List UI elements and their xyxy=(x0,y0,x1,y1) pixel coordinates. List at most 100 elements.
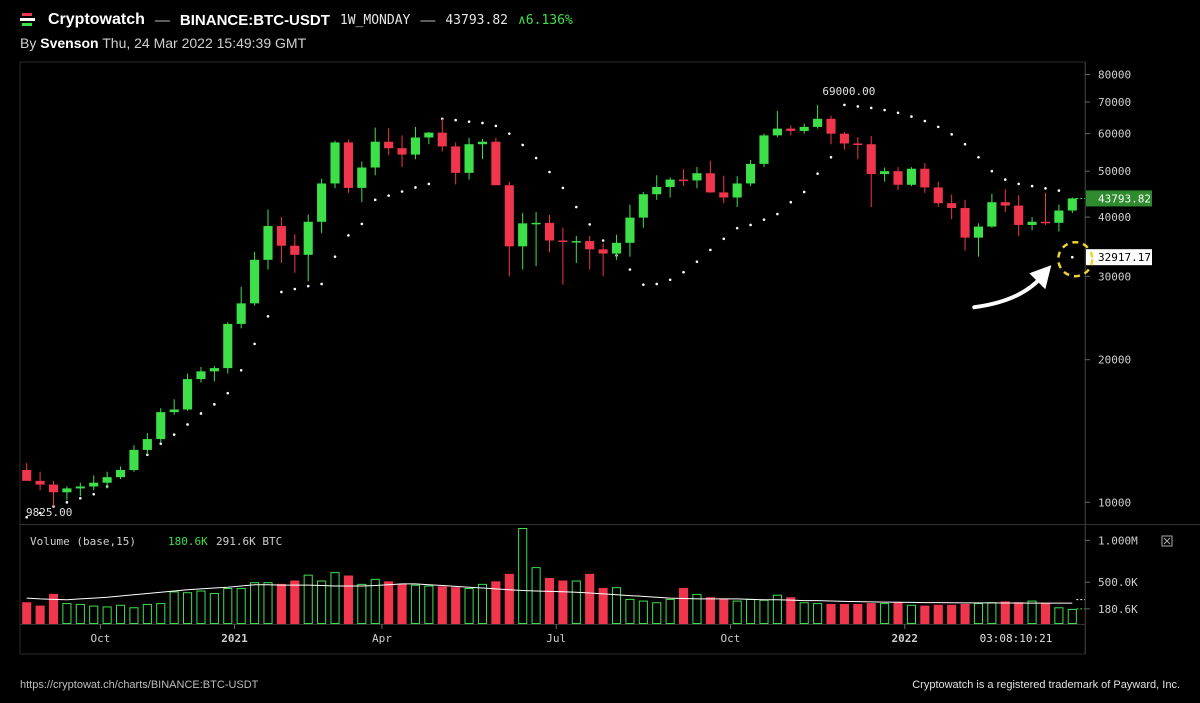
sar-dot xyxy=(280,290,283,294)
byline-prefix: By xyxy=(20,35,41,51)
volume-bar-up xyxy=(209,593,219,625)
volume-bar-up xyxy=(799,602,809,624)
sar-dot xyxy=(776,212,779,216)
volume-bar-up xyxy=(638,600,648,625)
sar-dot xyxy=(668,278,672,282)
sar-dot xyxy=(454,118,457,122)
candle-body-down xyxy=(22,470,32,481)
y-tick-label: 20000 xyxy=(1098,354,1131,367)
candle-body-up xyxy=(330,142,340,184)
candle-body-down xyxy=(853,143,863,145)
cryptowatch-logo-icon xyxy=(20,13,35,26)
sar-dot xyxy=(575,205,578,209)
candle-body-up xyxy=(1027,221,1037,225)
candle-body-up xyxy=(62,488,72,493)
sar-dot xyxy=(172,433,176,436)
candle-body-down xyxy=(893,171,903,185)
candle-body-down xyxy=(826,118,836,134)
volume-bar-up xyxy=(156,603,166,624)
sar-dot xyxy=(843,103,846,107)
candle-body-up xyxy=(638,194,648,218)
sar-dot xyxy=(333,255,337,258)
sar-dot xyxy=(1017,182,1020,186)
sar-dot xyxy=(159,442,163,445)
sar-dot xyxy=(628,268,632,271)
candle-body-up xyxy=(357,167,367,188)
volume-bar-up xyxy=(424,585,434,625)
volume-bar-up xyxy=(772,594,782,625)
sar-dot xyxy=(829,155,833,159)
sar-dot xyxy=(266,314,270,318)
volume-bar-up xyxy=(410,584,421,625)
sar-dot xyxy=(856,105,860,108)
last-price: 43793.82 xyxy=(445,12,508,28)
candle-body-up xyxy=(196,371,206,380)
volume-bar-down xyxy=(1014,602,1024,624)
sar-dot xyxy=(25,515,29,519)
candle-body-up xyxy=(236,303,246,324)
volume-bar-up xyxy=(652,602,662,624)
sar-dot xyxy=(507,132,511,135)
sar-dot xyxy=(588,223,592,226)
candle-body-up xyxy=(370,141,380,168)
candle-body-up xyxy=(973,226,984,238)
sar-dot xyxy=(789,200,793,204)
candle-body-up xyxy=(799,126,809,131)
volume-bar-down xyxy=(384,581,394,624)
sar-dot xyxy=(427,182,431,186)
sar-dot xyxy=(977,155,980,159)
sar-dot xyxy=(306,284,310,288)
sar-dot xyxy=(883,108,886,112)
arrow-head xyxy=(1029,265,1052,290)
sar-dot xyxy=(682,270,685,274)
candle-body-up xyxy=(813,118,823,127)
sar-dot xyxy=(414,186,417,189)
candle-body-down xyxy=(866,144,876,175)
volume-bar-down xyxy=(933,604,943,624)
interval-label: 1W_MONDAY xyxy=(339,12,411,28)
header-separator: — xyxy=(154,11,170,29)
volume-bar-up xyxy=(531,567,541,624)
chart-url[interactable]: https://cryptowat.ch/charts/BINANCE:BTC-… xyxy=(20,679,259,691)
x-tick-label: Apr xyxy=(372,632,392,645)
volume-bar-down xyxy=(504,573,514,624)
candle-body-up xyxy=(424,132,434,138)
candle-body-down xyxy=(290,245,300,255)
volume-bar-down xyxy=(839,603,849,624)
x-tick-label: 2022 xyxy=(891,632,918,645)
candle-body-down xyxy=(451,146,461,173)
volume-bar-up xyxy=(183,592,193,625)
sar-dot xyxy=(655,282,659,286)
candle-body-up xyxy=(531,222,541,225)
volume-bar-down xyxy=(35,605,45,624)
y-tick-label: 60000 xyxy=(1098,128,1131,141)
candle-body-down xyxy=(397,148,407,155)
candle-body-up xyxy=(732,183,742,198)
candle-body-up xyxy=(129,449,139,471)
sar-dot xyxy=(400,190,404,193)
volume-bar-down xyxy=(893,602,903,624)
sar-dot xyxy=(467,120,471,123)
volume-bar-up xyxy=(370,578,380,624)
candle-body-up xyxy=(209,368,219,372)
volume-bar-down xyxy=(585,573,595,624)
volume-title: Volume (base,15) xyxy=(30,535,136,548)
sar-dot xyxy=(293,287,297,291)
candle-body-down xyxy=(343,142,353,188)
volume-bar-up xyxy=(142,603,152,624)
candle-body-up xyxy=(183,379,193,410)
candle-body-down xyxy=(35,480,45,485)
close-pane-icon[interactable] xyxy=(1161,535,1173,547)
candle-body-up xyxy=(759,135,769,164)
y-tick-label: 70000 xyxy=(1098,96,1131,109)
volume-bar-up xyxy=(813,603,823,624)
sar-dot xyxy=(722,237,726,241)
y-tick-label: 30000 xyxy=(1098,270,1131,283)
sar-dot xyxy=(950,133,953,136)
x-tick-label: 2021 xyxy=(221,632,248,645)
volume-bar-up xyxy=(611,587,622,625)
candle-body-down xyxy=(839,133,849,144)
sar-dot xyxy=(186,423,189,426)
candle-body-down xyxy=(1040,221,1051,224)
